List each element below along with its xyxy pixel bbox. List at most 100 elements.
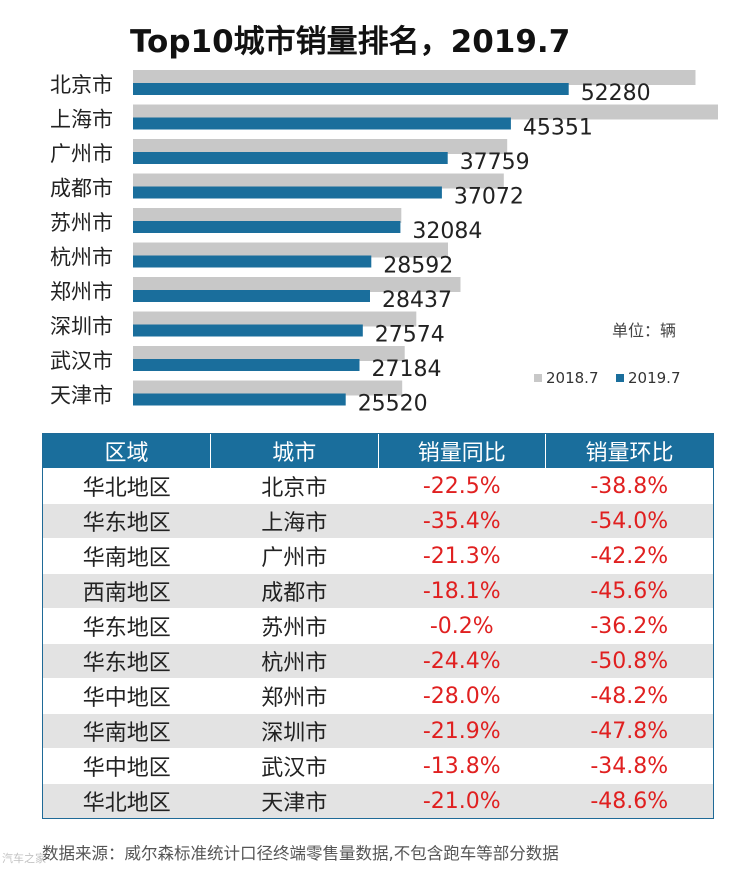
table-row: 华北地区 北京市 -22.5% -38.8% xyxy=(43,468,713,504)
bar-2018 xyxy=(133,277,461,292)
cell-region: 华中地区 xyxy=(43,678,211,714)
legend-label-2018: 2018.7 xyxy=(546,369,599,387)
bar-2019 xyxy=(133,393,346,406)
cell-yoy: -0.2% xyxy=(378,608,546,644)
cell-mom: -48.6% xyxy=(545,783,713,818)
table-row: 华东地区 苏州市 -0.2% -36.2% xyxy=(43,608,713,644)
bar-2019 xyxy=(133,221,401,233)
cell-mom: -47.8% xyxy=(545,713,713,749)
bar-2018 xyxy=(133,139,508,154)
bar-2019 xyxy=(133,152,448,164)
cell-region: 华南地区 xyxy=(43,713,211,749)
data-label-2019: 52280 xyxy=(581,81,651,106)
cell-mom: -42.2% xyxy=(545,538,713,574)
category-label: 北京市 xyxy=(50,73,113,97)
category-label: 杭州市 xyxy=(50,246,113,270)
bar-2019 xyxy=(133,359,360,371)
header-yoy: 销量同比 xyxy=(377,434,546,469)
bar-2019 xyxy=(133,290,370,302)
cell-mom: -38.8% xyxy=(545,468,713,504)
cell-city: 深圳市 xyxy=(210,713,378,749)
category-label: 成都市 xyxy=(50,177,113,201)
data-label-2019: 32084 xyxy=(412,219,482,244)
category-label: 天津市 xyxy=(50,384,113,408)
data-label-2019: 27184 xyxy=(372,357,442,382)
cell-city: 成都市 xyxy=(210,573,378,609)
bar-2019 xyxy=(133,255,372,268)
legend-label-2019: 2019.7 xyxy=(628,369,681,387)
bar-2019 xyxy=(133,186,442,199)
bar-2018 xyxy=(133,242,448,258)
category-label: 深圳市 xyxy=(50,315,113,339)
bar-2018 xyxy=(133,311,417,327)
cell-mom: -54.0% xyxy=(545,503,713,539)
table-row: 华中地区 武汉市 -13.8% -34.8% xyxy=(43,748,713,784)
table-row: 华东地区 上海市 -35.4% -54.0% xyxy=(43,503,713,539)
cell-city: 苏州市 xyxy=(210,608,378,644)
cell-mom: -45.6% xyxy=(545,573,713,609)
cell-yoy: -13.8% xyxy=(378,748,546,784)
table-row: 华中地区 郑州市 -28.0% -48.2% xyxy=(43,678,713,714)
data-label-2019: 28592 xyxy=(383,254,453,279)
cell-yoy: -28.0% xyxy=(378,678,546,714)
cell-yoy: -22.5% xyxy=(378,468,546,504)
sales-table: 区域 城市 销量同比 销量环比 华北地区 北京市 -22.5% -38.8% 华东地区上… xyxy=(42,433,714,819)
cell-yoy: -21.3% xyxy=(378,538,546,574)
cell-yoy: -18.1% xyxy=(378,573,546,609)
cell-city: 北京市 xyxy=(210,468,378,504)
bar-group: 北京市 52280 上海市 45351 广州市 37759 成都市 37072 苏州市 32084… xyxy=(50,70,718,417)
header-city: 城市 xyxy=(210,434,378,469)
bar-2018 xyxy=(133,70,696,85)
cell-region: 华南地区 xyxy=(43,538,211,574)
data-label-2019: 28437 xyxy=(382,288,452,313)
header-mom: 销量环比 xyxy=(545,434,713,469)
cell-city: 杭州市 xyxy=(210,643,378,679)
bar-2018 xyxy=(133,208,402,223)
cell-region: 华中地区 xyxy=(43,748,211,784)
legend-swatch-2019 xyxy=(616,374,624,382)
bar-chart: Top10城市销量排名，2019.7 北京市 52280 上海市 45351 广州市 37… xyxy=(50,24,718,417)
category-label: 苏州市 xyxy=(50,211,113,235)
cell-city: 武汉市 xyxy=(210,748,378,784)
cell-region: 华北地区 xyxy=(43,783,211,818)
category-label: 上海市 xyxy=(50,108,113,132)
category-label: 广州市 xyxy=(50,142,113,166)
cell-yoy: -24.4% xyxy=(378,643,546,679)
data-label-2019: 27574 xyxy=(375,323,445,348)
legend-swatch-2018 xyxy=(534,374,542,382)
data-label-2019: 45351 xyxy=(523,116,593,141)
unit-label: 单位：辆 xyxy=(612,321,676,340)
table-row: 华东地区 杭州市 -24.4% -50.8% xyxy=(43,643,713,679)
cell-mom: -34.8% xyxy=(545,748,713,784)
chart-title: Top10城市销量排名，2019.7 xyxy=(130,24,570,60)
table-header-row: 区域 城市 销量同比 销量环比 xyxy=(43,434,713,469)
bar-2018 xyxy=(133,104,718,120)
legend: 2018.7 2019.7 xyxy=(534,369,681,387)
cell-region: 华东地区 xyxy=(43,608,211,644)
bar-2018 xyxy=(133,346,405,361)
bar-2018 xyxy=(133,173,504,189)
data-label-2019: 25520 xyxy=(358,392,428,417)
cell-city: 广州市 xyxy=(210,538,378,574)
table-row: 华北地区 天津市 -21.0% -48.6% xyxy=(43,783,713,818)
cell-yoy: -35.4% xyxy=(378,503,546,539)
cell-mom: -50.8% xyxy=(545,643,713,679)
watermark-badge: 汽车之家 xyxy=(2,852,46,865)
data-source-note: 数据来源：威尔森标准统计口径终端零售量数据,不包含跑车等部分数据 xyxy=(42,844,559,863)
cell-city: 上海市 xyxy=(210,503,378,539)
cell-mom: -36.2% xyxy=(545,608,713,644)
cell-mom: -48.2% xyxy=(545,678,713,714)
cell-yoy: -21.0% xyxy=(378,783,546,818)
cell-city: 天津市 xyxy=(210,783,378,818)
cell-region: 华东地区 xyxy=(43,503,211,539)
category-label: 武汉市 xyxy=(50,349,113,373)
category-label: 郑州市 xyxy=(50,280,113,304)
table-row: 西南地区 成都市 -18.1% -45.6% xyxy=(43,573,713,609)
bar-2019 xyxy=(133,83,569,95)
bar-2019 xyxy=(133,117,511,130)
cell-yoy: -21.9% xyxy=(378,713,546,749)
table-row: 华南地区 深圳市 -21.9% -47.8% xyxy=(43,713,713,749)
cell-city: 郑州市 xyxy=(210,678,378,714)
cell-region: 华北地区 xyxy=(43,468,211,504)
bar-2019 xyxy=(133,324,363,337)
